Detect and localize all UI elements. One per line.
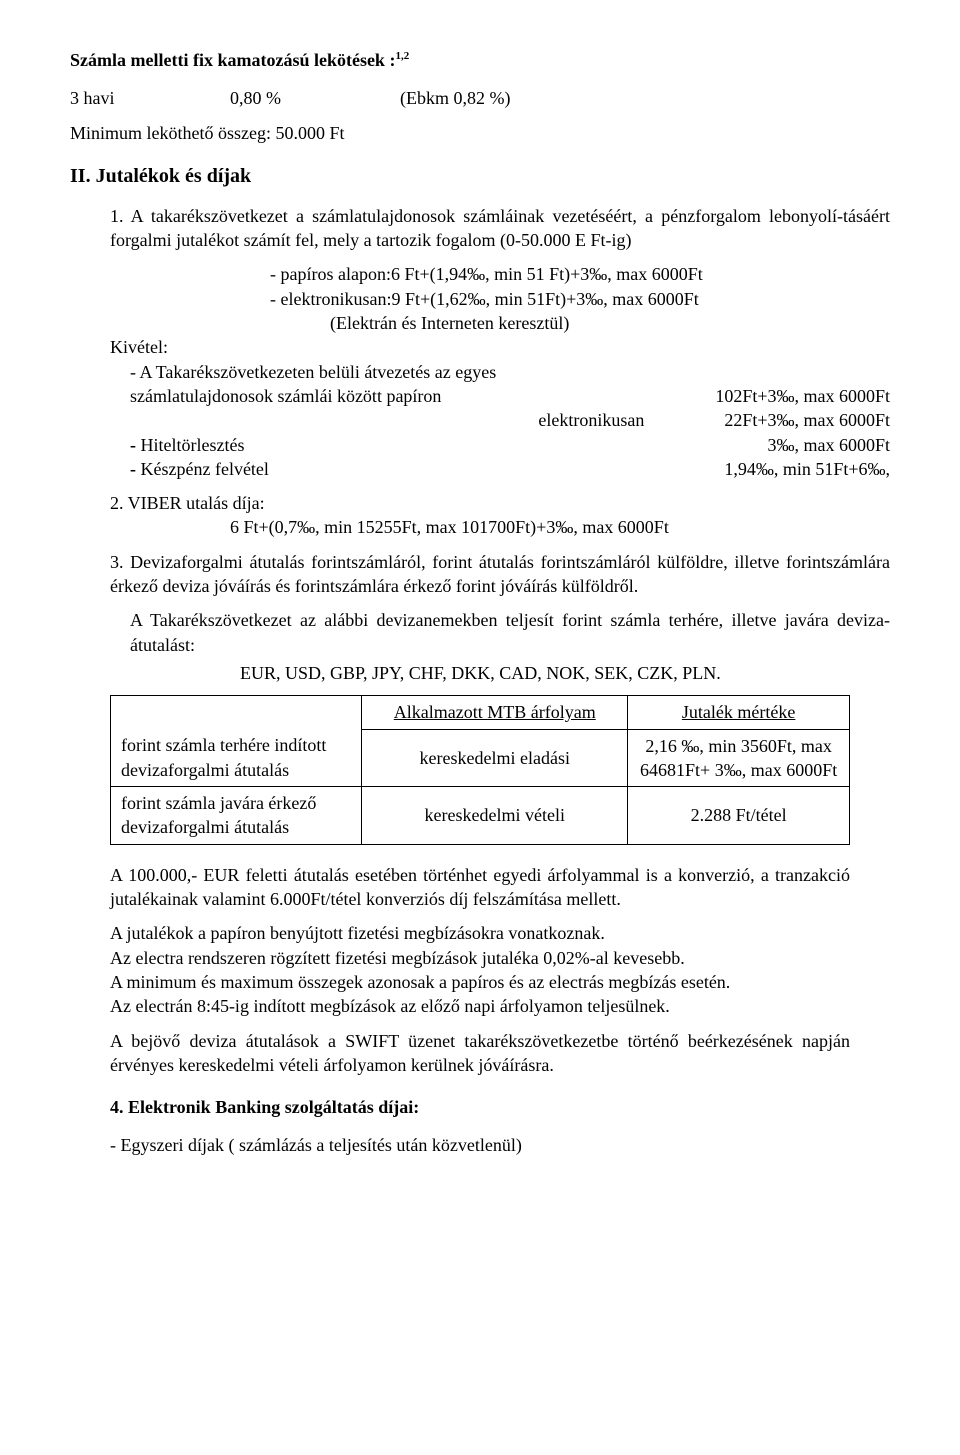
table-row: forint számla terhére indított devizafor… — [111, 729, 850, 787]
paper-based-fee: - papíros alapon:6 Ft+(1,94‰, min 51 Ft)… — [70, 262, 890, 286]
fee-value: 22Ft+3‰, max 6000Ft — [704, 408, 890, 432]
viber-value: 6 Ft+(0,7‰, min 15255Ft, max 101700Ft)+3… — [110, 515, 890, 539]
table-cell-rate: kereskedelmi vételi — [362, 787, 628, 845]
one-time-fees: - Egyszeri díjak ( számlázás a teljesíté… — [110, 1133, 850, 1157]
table-cell-desc: forint számla javára érkező devizaforgal… — [111, 787, 362, 845]
fee-label: - Készpénz felvétel — [130, 457, 704, 481]
fee-row: - Készpénz felvétel 1,94‰, min 51Ft+6‰, — [130, 457, 890, 481]
section-ii-title: II. Jutalékok és díjak — [70, 163, 890, 190]
table-cell-rate: kereskedelmi eladási — [362, 729, 628, 787]
fee-row: számlatulajdonosok számlái között papíro… — [130, 384, 890, 408]
note-line: A jutalékok a papíron benyújtott fizetés… — [110, 921, 850, 945]
fee-value: 3‰, max 6000Ft — [747, 433, 890, 457]
fee-label: elektronikusan — [130, 408, 704, 432]
fee-label: számlatulajdonosok számlái között papíro… — [130, 384, 695, 408]
title-text: Számla melletti fix kamatozású lekötések… — [70, 50, 395, 70]
table-cell-fee: 2.288 Ft/tétel — [628, 787, 850, 845]
note-line: Az electrán 8:45-ig indított megbízások … — [110, 994, 850, 1018]
rate-ebkm: (Ebkm 0,82 %) — [400, 86, 510, 110]
section-4-title: 4. Elektronik Banking szolgáltatás díjai… — [110, 1095, 850, 1119]
rate-row: 3 havi 0,80 % (Ebkm 0,82 %) — [70, 86, 890, 110]
paragraph-1: 1. A takarékszövetkezet a számlatulajdon… — [70, 204, 890, 253]
title-fixed-deposits: Számla melletti fix kamatozású lekötések… — [70, 48, 890, 72]
rate-term: 3 havi — [70, 86, 230, 110]
currency-list: EUR, USD, GBP, JPY, CHF, DKK, CAD, NOK, … — [70, 661, 890, 685]
note-line: Az electra rendszeren rögzített fizetési… — [110, 946, 850, 970]
minimum-amount: Minimum leköthető összeg: 50.000 Ft — [70, 121, 890, 145]
electronic-fee-note: (Elektrán és Interneten keresztül) — [70, 311, 890, 335]
exception-intro: - A Takarékszövetkezeten belüli átvezeté… — [70, 360, 890, 384]
fee-value: 102Ft+3‰, max 6000Ft — [695, 384, 890, 408]
fee-row: - - HiteltörlesztésHiteltörlesztés 3‰, m… — [130, 433, 890, 457]
mtb-table: Alkalmazott MTB árfolyam Jutalék mértéke… — [110, 695, 850, 844]
fee-value: 1,94‰, min 51Ft+6‰, — [704, 457, 890, 481]
electronic-fee: - elektronikusan:9 Ft+(1,62‰, min 51Ft)+… — [70, 287, 890, 311]
paragraph-3: 3. Devizaforgalmi átutalás forintszámlár… — [70, 550, 890, 599]
table-header-row: Alkalmazott MTB árfolyam Jutalék mértéke — [111, 696, 850, 729]
fee-row: elektronikusan 22Ft+3‰, max 6000Ft — [130, 408, 890, 432]
table-header-rate: Alkalmazott MTB árfolyam — [362, 696, 628, 729]
exception-label: Kivétel: — [70, 335, 890, 359]
rate-percent: 0,80 % — [230, 86, 400, 110]
note-line: A 100.000,- EUR feletti átutalás esetébe… — [110, 863, 850, 912]
viber-block: 2. VIBER utalás díja: 6 Ft+(0,7‰, min 15… — [70, 491, 890, 540]
table-header-fee: Jutalék mértéke — [628, 696, 850, 729]
currency-intro: A Takarékszövetkezet az alábbi devizanem… — [70, 608, 890, 657]
fee-label: - - HiteltörlesztésHiteltörlesztés — [130, 433, 747, 457]
table-header-empty — [111, 696, 362, 729]
table-cell-fee: 2,16 ‰, min 3560Ft, max 64681Ft+ 3‰, max… — [628, 729, 850, 787]
table-cell-desc: forint számla terhére indított devizafor… — [111, 729, 362, 787]
title-superscript: 1,2 — [395, 50, 409, 62]
viber-label: 2. VIBER utalás díja: — [110, 491, 890, 515]
note-line: A bejövő deviza átutalások a SWIFT üzene… — [110, 1029, 850, 1078]
table-row: forint számla javára érkező devizaforgal… — [111, 787, 850, 845]
note-line: A minimum és maximum összegek azonosak a… — [110, 970, 850, 994]
